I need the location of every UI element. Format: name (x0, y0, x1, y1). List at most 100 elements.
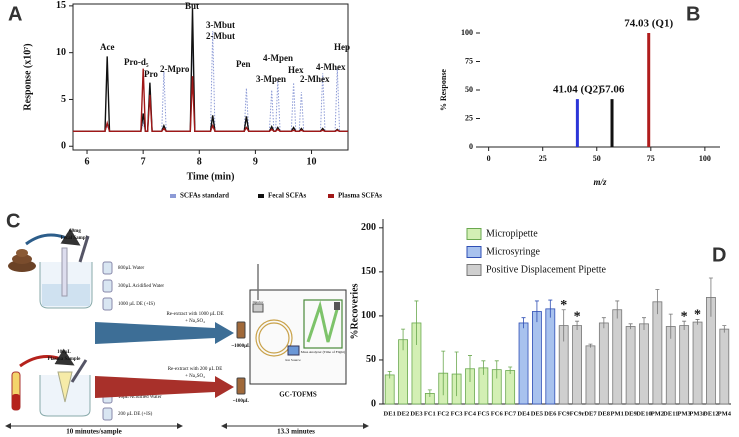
legend-swatch (328, 194, 334, 198)
x-tick-label: 6 (85, 156, 90, 167)
bar (625, 326, 636, 405)
y-tick-label: 5 (61, 94, 66, 105)
x-tick-label: 75 (647, 154, 655, 163)
error-bar (387, 371, 392, 379)
x-tick-label: FC5 (477, 410, 490, 417)
peak-label: Pro-d₅ (124, 57, 149, 67)
error-bar (561, 309, 566, 342)
label: Injector (253, 300, 265, 304)
bar (647, 33, 651, 147)
y-tick-label: 150 (361, 266, 376, 277)
significance-marker: * (694, 308, 701, 323)
x-tick-label: DE7 (584, 410, 597, 417)
legend-label: Positive Displacement Pipette (486, 264, 607, 275)
x-tick-label: FC7 (504, 410, 517, 417)
bar (692, 321, 703, 405)
bar (679, 325, 690, 405)
legend-label: Micropipette (486, 228, 538, 239)
flight-path (306, 300, 340, 343)
label: Re-extract with 1000 µL DE (166, 312, 223, 317)
x-tick-label: PM2 (651, 410, 664, 417)
instrument-label: GC-TOFMS (279, 391, 317, 399)
legend-label: Microsyringe (486, 246, 540, 257)
peak-label: 2-Mpro (160, 64, 190, 74)
x-tick-label: FC9r (570, 410, 585, 417)
error-bar (401, 328, 406, 351)
label: + Na₂SO₄ (185, 319, 205, 324)
x-tick-label: FC9 (558, 410, 571, 417)
significance-marker: * (574, 309, 581, 324)
peak-label: But (185, 1, 199, 11)
legend-swatch (466, 228, 482, 240)
bottle (102, 407, 113, 421)
y-tick-label: 0 (469, 142, 473, 151)
label: 200 µL DE (+IS) (118, 412, 153, 417)
arrow (95, 376, 234, 398)
bottle (102, 261, 113, 275)
x-tick-label: FC4 (464, 410, 477, 417)
legend-label: SCFAs standard (180, 192, 229, 200)
x-tick-label: PM3 (677, 410, 691, 417)
error-bar (628, 323, 633, 330)
x-tick-label: FC3 (451, 410, 464, 417)
tube (61, 247, 68, 297)
label: ~1000µL (232, 344, 251, 349)
label: 60mg (69, 229, 81, 234)
significance-marker: * (681, 309, 688, 324)
x-tick-label: 0 (487, 154, 491, 163)
error-bar (534, 300, 539, 323)
x-tick-label: 9 (253, 156, 258, 167)
bar (505, 370, 516, 405)
arrow (95, 322, 234, 344)
label: Mass Analyzer (Time of Flight) (301, 350, 346, 354)
legend-swatch (466, 264, 482, 276)
bar (532, 311, 542, 405)
y-tick-label: 25 (465, 113, 473, 122)
label: 100µL (57, 350, 71, 355)
bar (598, 322, 609, 405)
label: 300µL Acidified Water (118, 284, 164, 289)
error-bar (481, 360, 486, 375)
bar-label: 74.03 (Q1) (624, 18, 673, 30)
legend-swatch (466, 246, 482, 258)
fecal-icon (16, 249, 28, 257)
y-tick-label: 100 (361, 310, 376, 321)
detector (334, 302, 340, 310)
label: 10 minutes/sample (66, 428, 121, 436)
label: Fecal Sample (61, 236, 90, 241)
pipette (78, 235, 90, 263)
x-tick-label: DE12 (703, 410, 719, 417)
error-bar (722, 325, 727, 333)
column (258, 322, 290, 354)
panel-label: D (712, 244, 726, 266)
error-bar (441, 350, 446, 396)
error-bar (575, 320, 580, 330)
x-tick-label: DE6 (544, 410, 557, 417)
y-tick-label: 200 (361, 222, 376, 233)
peak-label: 3-Mpen (256, 74, 286, 84)
panel-label: C (6, 210, 20, 232)
peak-label: 4-Mhex (316, 62, 346, 72)
x-axis-label: m/z (593, 177, 607, 187)
tube (57, 371, 73, 403)
x-tick-label: DE9 (624, 410, 637, 417)
label: 800µL Water (118, 266, 145, 271)
y-axis-label: Response (x10⁷) (22, 43, 33, 110)
x-tick-label: FC1 (424, 410, 436, 417)
peak-label: Hep (334, 42, 350, 52)
workflow-diagram: C 60mg Fecal Sample 800µL Water 300µL Ac… (5, 210, 369, 436)
y-tick-label: 50 (465, 85, 473, 94)
bar (652, 301, 663, 405)
x-tick-label: PM4 (718, 410, 732, 417)
bar (545, 308, 556, 405)
x-tick-label: DE2 (397, 410, 409, 417)
x-tick-label: DE10 (636, 410, 652, 417)
legend-swatch (258, 194, 264, 198)
error-bar (494, 360, 499, 379)
x-axis-label: Time (min) (187, 171, 235, 182)
y-tick-label: 50 (366, 354, 376, 365)
y-tick-label: 15 (56, 0, 66, 11)
arrow (25, 228, 81, 246)
error-bar (668, 313, 673, 339)
